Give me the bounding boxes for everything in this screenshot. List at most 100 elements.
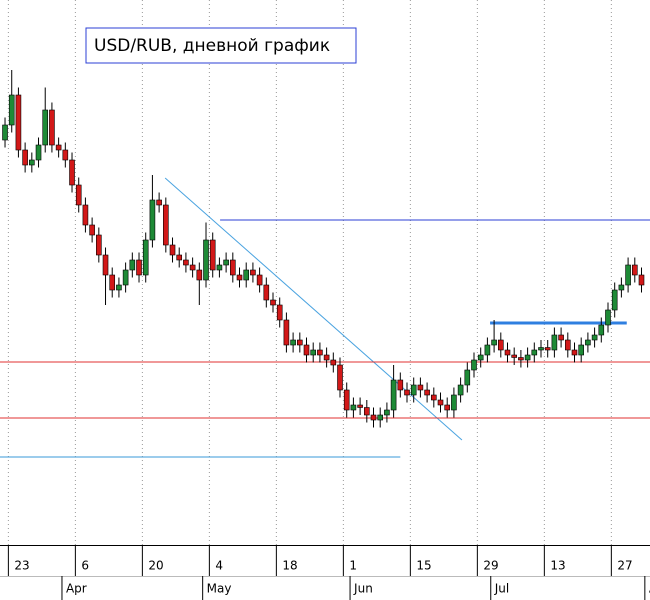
candle-body xyxy=(82,204,89,226)
candle-body xyxy=(343,389,350,411)
trend-line xyxy=(164,177,463,441)
x-tick-label: 27 xyxy=(617,559,632,573)
candle-body xyxy=(183,259,189,266)
candle-body xyxy=(283,319,290,346)
candle-body xyxy=(625,264,631,286)
candle-body xyxy=(203,239,209,281)
month-label: Jul xyxy=(494,582,509,596)
candle-body xyxy=(263,284,270,301)
x-tick-label: 18 xyxy=(282,559,297,573)
candle-body xyxy=(491,339,497,346)
candle-body xyxy=(578,344,584,356)
candle-body xyxy=(189,264,196,271)
candle-body xyxy=(598,324,605,336)
candle-body xyxy=(297,339,303,346)
candle-body xyxy=(518,357,524,361)
candle-body xyxy=(631,264,638,276)
x-tick-label: 1 xyxy=(349,559,357,573)
x-tick-label: 6 xyxy=(81,559,89,573)
candle-body xyxy=(196,269,203,281)
candle-body xyxy=(451,394,457,411)
candle-body xyxy=(176,254,183,261)
candle-body xyxy=(350,404,357,411)
candle-body xyxy=(89,224,95,236)
candle-body xyxy=(384,409,390,416)
candle-body xyxy=(102,254,109,276)
candle-body xyxy=(317,349,323,356)
candle-body xyxy=(22,149,28,166)
candle-body xyxy=(390,379,397,411)
candle-body xyxy=(417,384,424,391)
candle-body xyxy=(276,304,283,321)
month-label: Jun xyxy=(353,582,373,596)
x-tick-label: 13 xyxy=(550,559,565,573)
candle-body xyxy=(236,274,243,281)
candle-body xyxy=(96,234,102,256)
x-tick-label: 20 xyxy=(148,559,163,573)
candle-body xyxy=(149,199,156,241)
candle-body xyxy=(404,389,410,396)
candle-body xyxy=(69,159,75,186)
candle-body xyxy=(377,414,384,421)
candle-body xyxy=(370,414,377,421)
candle-body xyxy=(558,334,564,341)
candle-body xyxy=(564,339,571,351)
candle-body xyxy=(29,159,35,166)
candle-body xyxy=(15,94,22,151)
candle-body xyxy=(504,349,511,356)
candle-body xyxy=(497,339,504,351)
candle-body xyxy=(511,354,517,358)
x-tick-label: 23 xyxy=(14,559,29,573)
candle-body xyxy=(290,339,296,346)
candle-body xyxy=(209,239,216,271)
x-tick-label: 29 xyxy=(483,559,498,573)
candle-body xyxy=(591,334,598,341)
candle-body xyxy=(364,407,370,416)
candle-body xyxy=(243,269,250,281)
chart-title: USD/RUB, дневной график xyxy=(94,36,330,56)
candle-body xyxy=(75,184,82,206)
candle-body xyxy=(142,239,149,276)
candle-body xyxy=(410,384,417,396)
candle-body xyxy=(484,344,491,356)
title-box xyxy=(85,27,357,64)
candle-body xyxy=(538,347,544,351)
candle-body xyxy=(35,144,42,161)
candle-body xyxy=(531,349,538,356)
candle-body xyxy=(55,144,62,151)
candle-body xyxy=(163,204,169,246)
candle-body xyxy=(397,379,404,391)
candle-body xyxy=(156,199,162,206)
candle-body xyxy=(250,269,256,276)
x-tick-label: 15 xyxy=(416,559,431,573)
candle-body xyxy=(444,404,451,411)
candle-body xyxy=(310,349,317,356)
month-label: Apr xyxy=(66,582,87,596)
candle-body xyxy=(618,284,625,291)
candle-body xyxy=(477,354,484,361)
candle-body xyxy=(551,334,558,351)
candle-body xyxy=(357,404,363,408)
candle-body xyxy=(611,289,618,311)
candle-body xyxy=(116,284,122,291)
candle-body xyxy=(437,399,444,406)
candle-body xyxy=(169,244,176,256)
candle-body xyxy=(431,394,437,401)
candle-body xyxy=(323,354,330,361)
candle-body xyxy=(464,369,471,386)
candle-body xyxy=(424,389,430,396)
x-tick-label: 4 xyxy=(215,559,223,573)
candle-body xyxy=(8,94,15,126)
candle-body xyxy=(270,299,276,306)
candle-body xyxy=(330,359,337,366)
candle-body xyxy=(605,309,611,326)
candle-body xyxy=(303,344,310,356)
candle-body xyxy=(49,109,55,146)
candle-body xyxy=(585,339,591,346)
candle-body xyxy=(216,264,223,271)
candle-body xyxy=(62,149,69,161)
candle-body xyxy=(471,359,477,371)
candle-body xyxy=(230,259,236,276)
